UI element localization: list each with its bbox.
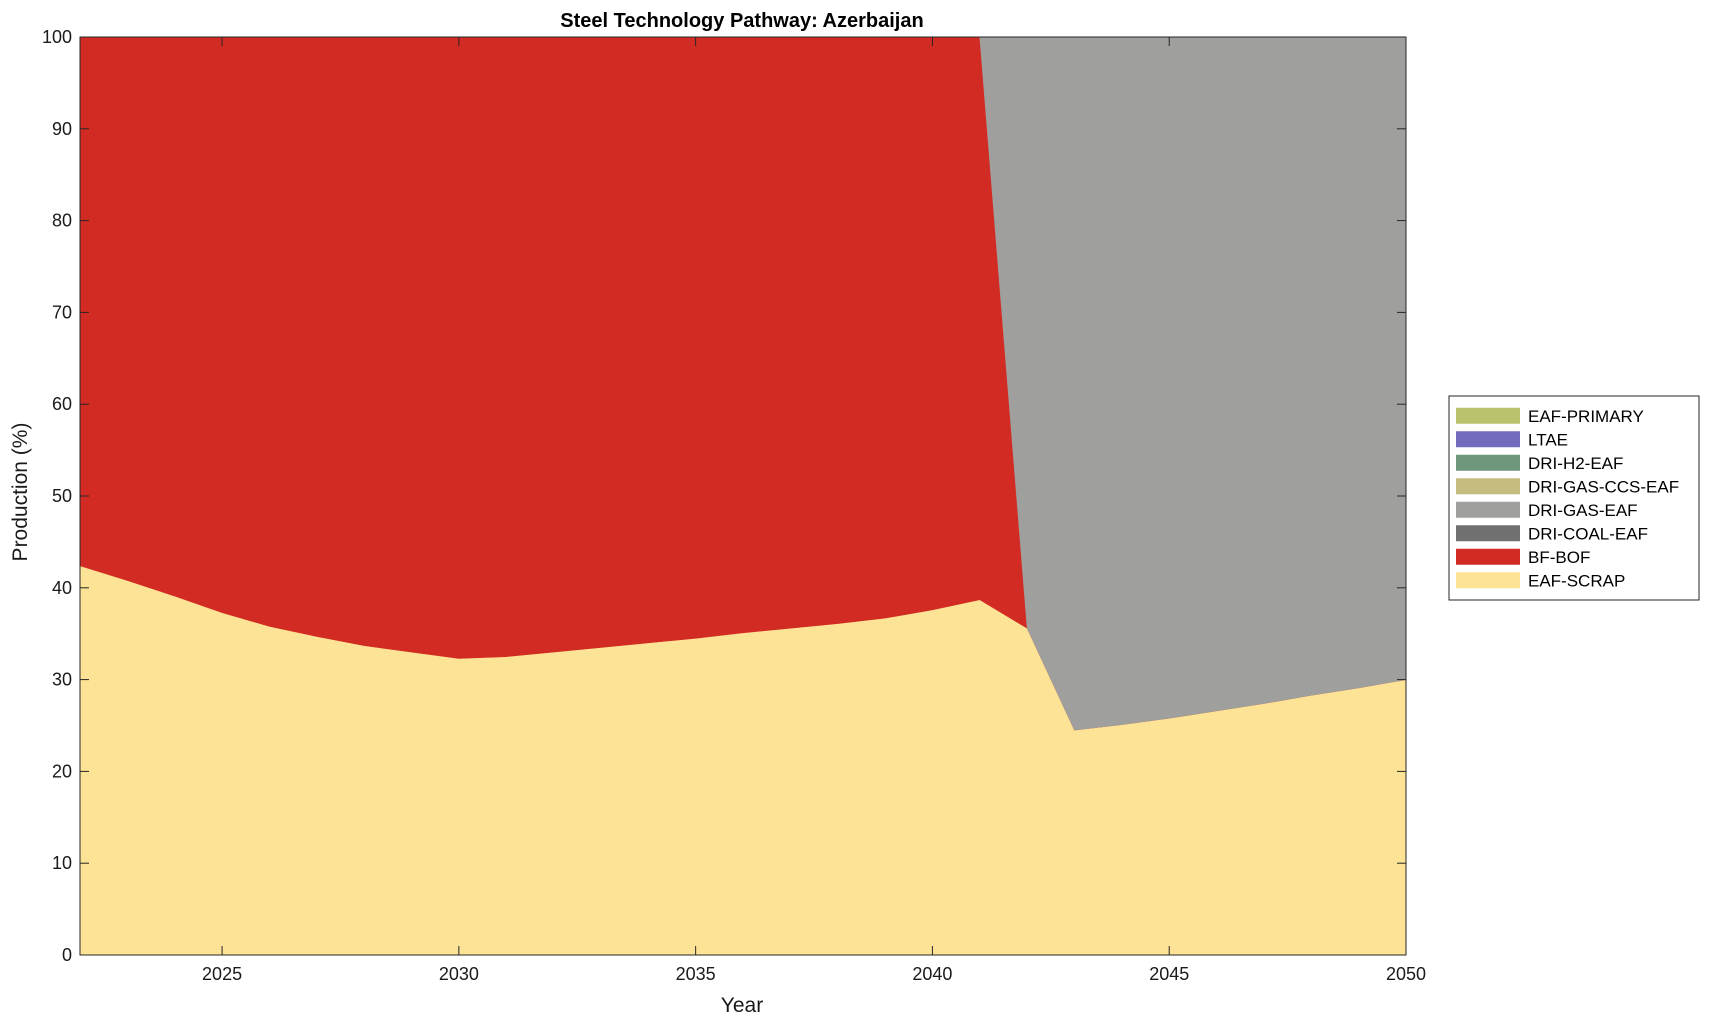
- y-tick-label: 10: [52, 853, 72, 873]
- legend-swatch-dri-coal-eaf: [1456, 525, 1520, 542]
- y-tick-label: 40: [52, 578, 72, 598]
- legend-swatch-dri-gas-eaf: [1456, 501, 1520, 518]
- x-tick-label: 2030: [439, 964, 479, 984]
- legend-swatch-eaf-primary: [1456, 407, 1520, 424]
- x-tick-label: 2035: [676, 964, 716, 984]
- legend-label-dri-gas-ccs-eaf: DRI-GAS-CCS-EAF: [1528, 477, 1679, 496]
- legend-swatch-bf-bof: [1456, 548, 1520, 565]
- x-tick-label: 2025: [202, 964, 242, 984]
- y-tick-label: 20: [52, 761, 72, 781]
- legend-items: EAF-PRIMARY LTAE DRI-H2-EAF DRI-GAS-CCS-EAF…: [1456, 407, 1679, 590]
- legend-label-bf-bof: BF-BOF: [1528, 548, 1590, 567]
- legend-label-dri-h2-eaf: DRI-H2-EAF: [1528, 454, 1623, 473]
- y-tick-label: 90: [52, 119, 72, 139]
- legend-swatch-eaf-scrap: [1456, 572, 1520, 589]
- x-tick-label: 2045: [1149, 964, 1189, 984]
- legend-swatch-ltae: [1456, 431, 1520, 448]
- y-tick-label: 70: [52, 302, 72, 322]
- y-tick-label: 80: [52, 211, 72, 231]
- legend-label-eaf-primary: EAF-PRIMARY: [1528, 407, 1644, 426]
- x-tick-label: 2040: [912, 964, 952, 984]
- y-axis-title: Production (%): [9, 423, 32, 562]
- chart-title: Steel Technology Pathway: Azerbaijan: [560, 10, 923, 32]
- y-tick-label: 100: [42, 27, 72, 47]
- legend-box: [1448, 395, 1700, 601]
- y-tick-label: 30: [52, 670, 72, 690]
- x-tick-label: 2050: [1386, 964, 1426, 984]
- legend-label-dri-gas-eaf: DRI-GAS-EAF: [1528, 501, 1638, 520]
- areas-layer: [79, 36, 1407, 956]
- legend: EAF-PRIMARY LTAE DRI-H2-EAF DRI-GAS-CCS-EAF…: [1448, 395, 1700, 601]
- legend-swatch-dri-h2-eaf: [1456, 454, 1520, 471]
- legend-label-dri-coal-eaf: DRI-COAL-EAF: [1528, 524, 1648, 543]
- legend-label-eaf-scrap: EAF-SCRAP: [1528, 571, 1625, 590]
- y-tick-label: 50: [52, 486, 72, 506]
- x-axis-title: Year: [721, 994, 763, 1017]
- ticks-layer: 2025 2030 2035 2040 2045 20500102030405060708…: [42, 27, 1426, 984]
- y-tick-label: 60: [52, 394, 72, 414]
- legend-swatch-dri-gas-ccs-eaf: [1456, 478, 1520, 495]
- y-tick-label: 0: [62, 945, 72, 965]
- legend-label-ltae: LTAE: [1528, 430, 1568, 449]
